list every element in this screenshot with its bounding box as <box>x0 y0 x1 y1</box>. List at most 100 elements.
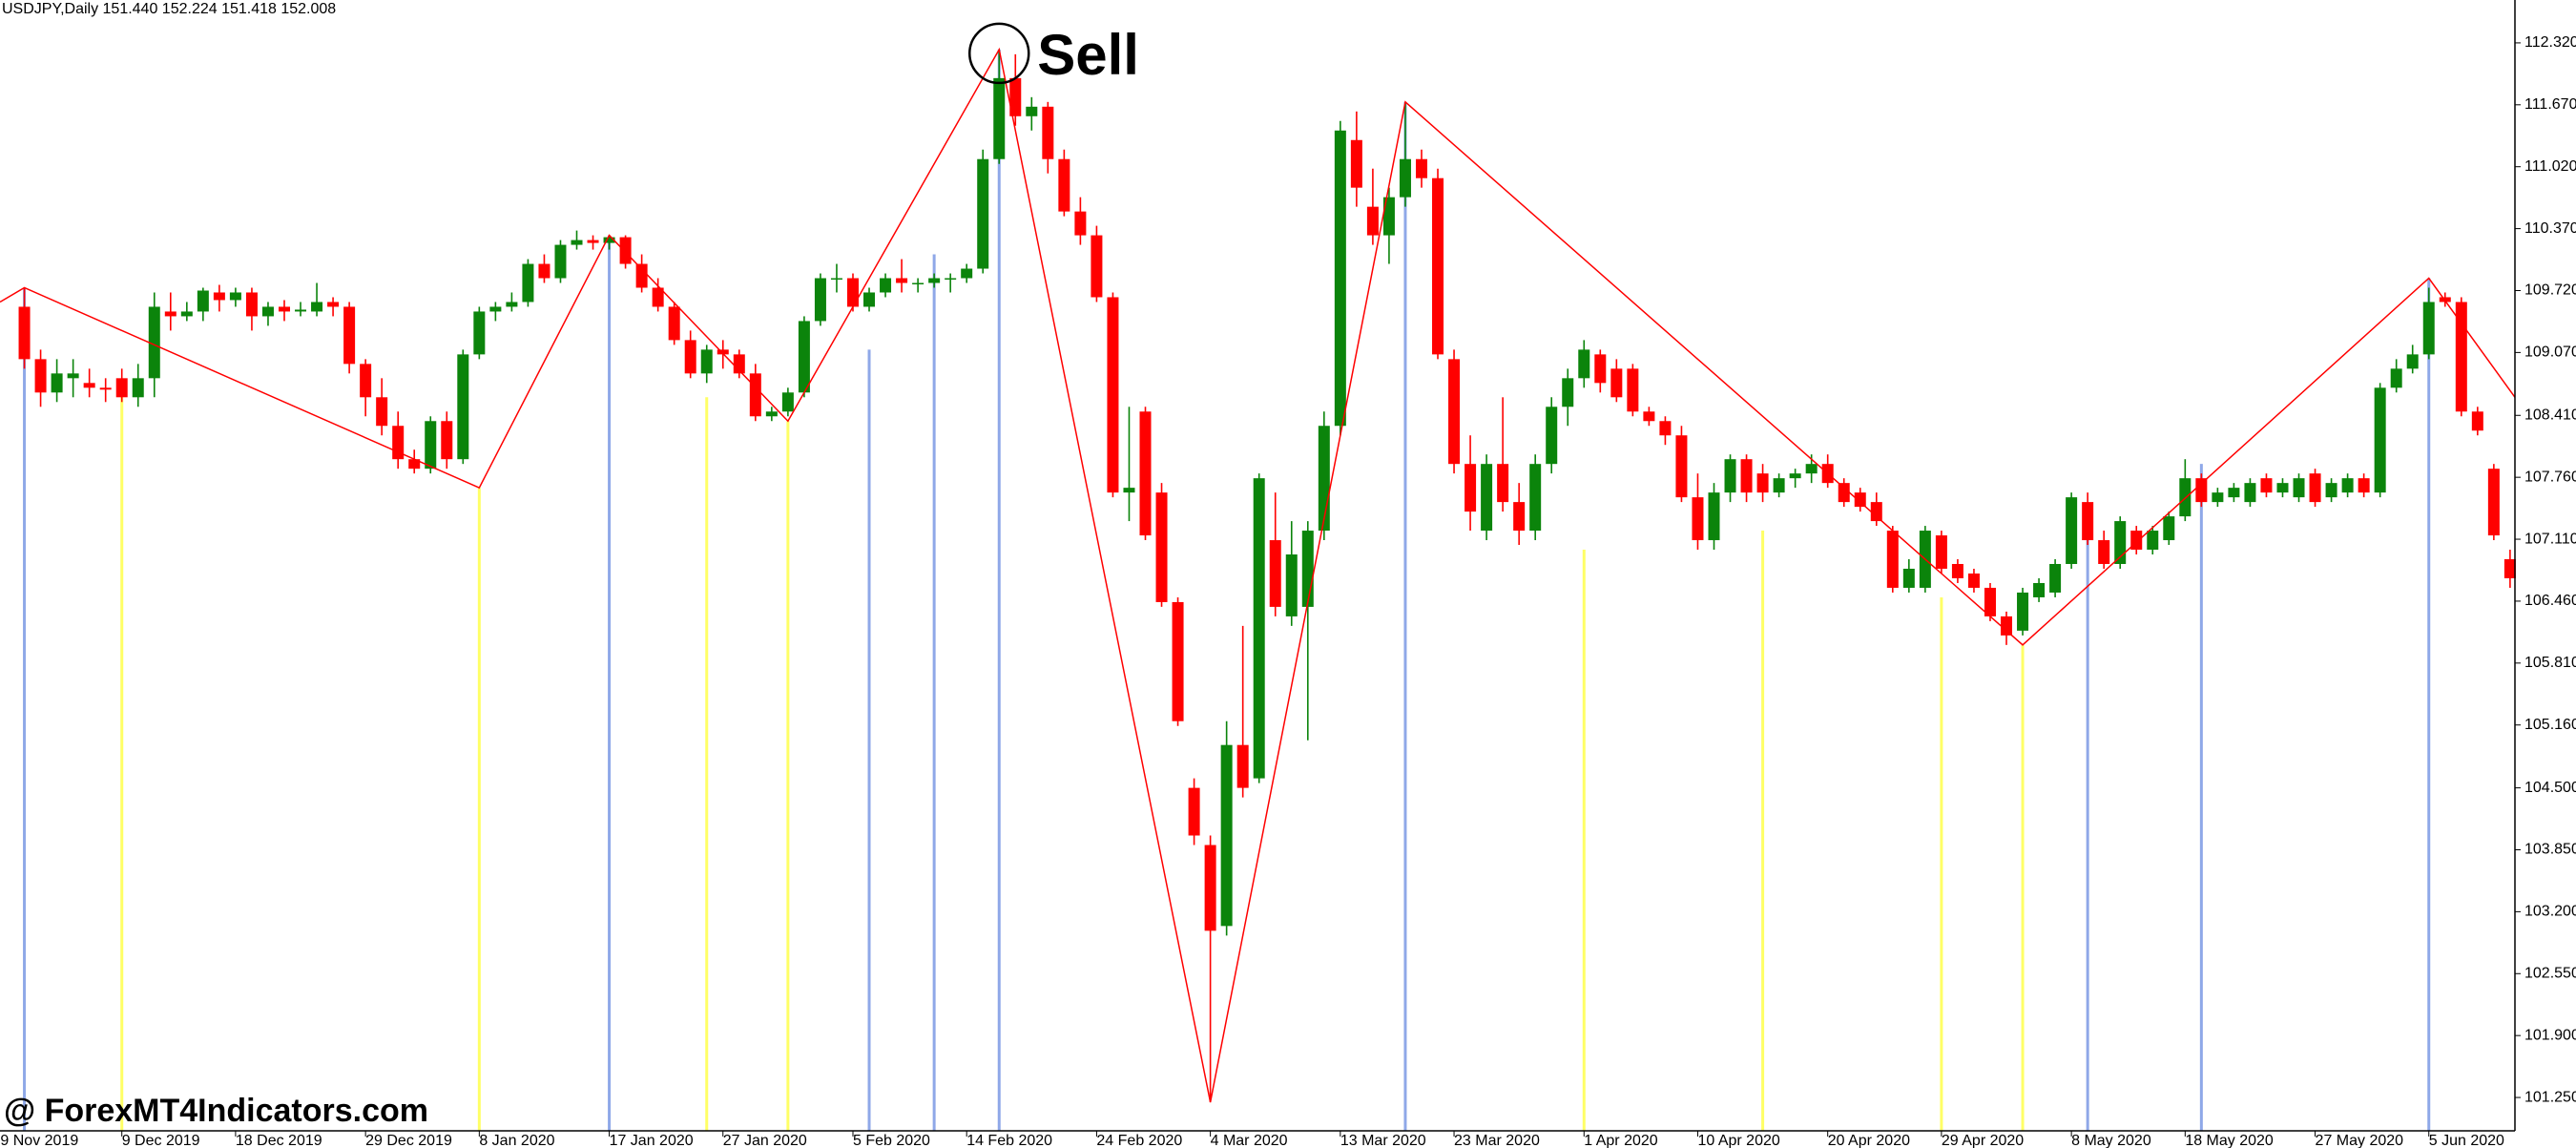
candle-body <box>2325 483 2337 498</box>
x-tick-label: 18 May 2020 <box>2185 1133 2274 1148</box>
y-tick-label: 111.670 <box>2524 96 2576 113</box>
candle-body <box>295 309 307 312</box>
candle-body <box>1042 106 1054 159</box>
candle-body <box>928 278 941 283</box>
candle-body <box>846 278 859 307</box>
candle-body <box>473 311 486 355</box>
candle-body <box>148 306 160 379</box>
candle-body <box>132 378 144 398</box>
candle-body <box>180 311 193 317</box>
candle-body <box>635 263 648 288</box>
annotation: Sell <box>1037 23 1139 87</box>
x-tick-label: 1 Apr 2020 <box>1584 1133 1658 1148</box>
candle-body <box>717 349 729 355</box>
candle-body <box>1204 845 1216 931</box>
y-tick-label: 105.160 <box>2524 717 2576 733</box>
candle-body <box>1220 744 1233 927</box>
x-tick-label: 27 Jan 2020 <box>723 1133 807 1148</box>
candle-body <box>457 354 469 460</box>
candle-body <box>2503 559 2516 578</box>
candle-body <box>1951 564 1963 578</box>
candle-body <box>425 421 437 470</box>
y-tick-label: 111.020 <box>2524 158 2576 175</box>
candle-body <box>278 306 290 312</box>
candle-body <box>2341 478 2354 493</box>
candle-body <box>115 378 128 398</box>
candle-body <box>1448 359 1461 465</box>
header: USDJPY,Daily 151.440 152.224 151.418 152… <box>2 1 336 17</box>
candle-body <box>1366 206 1379 236</box>
candle-body <box>1984 587 1996 616</box>
candle-body <box>506 302 518 307</box>
candle-body <box>896 278 908 283</box>
candle-body <box>1334 130 1346 427</box>
candle-body <box>213 292 225 301</box>
candle-body <box>51 373 63 393</box>
candle-body <box>2098 540 2110 565</box>
candle-body <box>2471 411 2483 431</box>
candle-body <box>2455 302 2467 412</box>
candle-body <box>2260 478 2273 493</box>
y-tick-label: 112.320 <box>2524 34 2576 51</box>
x-tick-label: 13 Mar 2020 <box>1340 1133 1426 1148</box>
candle-body <box>571 240 583 245</box>
candle-body <box>2406 354 2419 369</box>
candle-body <box>1886 531 1899 588</box>
candle-body <box>1773 478 1785 493</box>
y-tick-label: 106.460 <box>2524 593 2576 609</box>
y-tick-label: 110.370 <box>2524 220 2576 237</box>
candle-body <box>1643 411 1655 422</box>
candle-body <box>1253 478 1265 779</box>
candle-body <box>945 278 957 281</box>
candle-body <box>993 77 1006 159</box>
candle-body <box>619 237 632 264</box>
candle-body <box>912 282 924 284</box>
sell-circle <box>967 22 1030 85</box>
x-tick-label: 14 Feb 2020 <box>966 1133 1052 1148</box>
candle-body <box>603 237 615 243</box>
candle-body <box>2422 302 2435 355</box>
candle-body <box>1546 407 1558 465</box>
candle-body <box>408 459 421 470</box>
candle-body <box>684 340 696 374</box>
y-tick-label: 108.410 <box>2524 407 2576 423</box>
candle-body <box>880 278 892 293</box>
candle-body <box>2244 483 2256 503</box>
x-tick-label: 4 Mar 2020 <box>1211 1133 1288 1148</box>
candle-body <box>164 311 177 317</box>
y-tick-label: 105.810 <box>2524 655 2576 671</box>
candle-body <box>538 263 551 279</box>
zigzag-line <box>0 47 2516 1103</box>
candle-body <box>1107 297 1119 493</box>
candle-body <box>2276 483 2289 493</box>
candle-body <box>1529 464 1542 532</box>
candle-body <box>2114 521 2127 565</box>
candle-body <box>700 349 713 374</box>
candle-body <box>83 383 95 388</box>
candle-body <box>554 244 567 279</box>
candle-body <box>977 158 989 269</box>
candle-body <box>441 421 453 460</box>
candle-body <box>261 306 274 317</box>
candle-body <box>1756 473 1769 493</box>
candle-body <box>197 290 209 312</box>
candle-body <box>1627 368 1639 412</box>
y-tick-label: 107.760 <box>2524 469 2576 485</box>
candle-body <box>1269 540 1281 607</box>
candle-body <box>1692 497 1704 541</box>
candle-body <box>765 411 778 417</box>
candle-body <box>1935 535 1947 569</box>
candle-body <box>749 373 761 417</box>
x-tick-label: 29 Dec 2019 <box>365 1133 452 1148</box>
candle-body <box>1789 473 1801 479</box>
candle-body <box>2358 478 2370 493</box>
x-tick-label: 29 Nov 2019 <box>0 1133 78 1148</box>
y-tick-label: 101.250 <box>2524 1089 2576 1105</box>
candle-body <box>2033 582 2046 597</box>
x-tick-label: 17 Jan 2020 <box>610 1133 694 1148</box>
candle-body <box>652 287 664 307</box>
watermark: @ ForexMT4Indicators.com <box>4 1093 428 1129</box>
x-tick-label: 27 May 2020 <box>2316 1133 2404 1148</box>
candle-body <box>245 292 258 317</box>
